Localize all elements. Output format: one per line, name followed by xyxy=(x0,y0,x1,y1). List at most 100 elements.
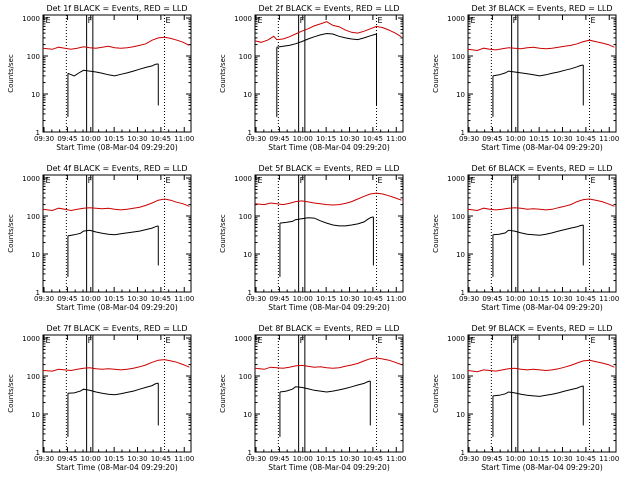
events-series-line xyxy=(492,385,584,397)
plot-frame xyxy=(254,14,404,133)
panel-9f: Det 9f BLACK = Events, RED = LLD 1 10 100 10… xyxy=(432,324,619,472)
y-tick-label: 1 xyxy=(461,289,465,297)
x-tick-label: 10:15 xyxy=(316,135,336,143)
x-tick-label: 10:30 xyxy=(552,295,572,303)
x-tick-label: 10:45 xyxy=(151,455,171,463)
x-tick-label: 10:30 xyxy=(339,295,359,303)
panel-title: Det 6f BLACK = Events, RED = LLD xyxy=(471,164,612,173)
y-axis-label: Counts/sec xyxy=(219,374,227,413)
x-tick-label: 10:00 xyxy=(293,135,313,143)
y-tick-label: 1000 xyxy=(234,15,252,23)
y-tick-label: 1 xyxy=(461,449,465,457)
panel-title: Det 1f BLACK = Events, RED = LLD xyxy=(46,4,187,13)
panel-7f: Det 7f BLACK = Events, RED = LLD 1 10 100 10… xyxy=(7,324,194,472)
x-axis-label: Start Time (08-Mar-04 09:29:20) xyxy=(481,303,603,312)
interval-marker-label: F xyxy=(88,336,93,345)
events-series-line xyxy=(67,382,159,396)
x-tick-label: 09:30 xyxy=(246,455,266,463)
x-tick-label: 10:15 xyxy=(529,295,549,303)
x-tick-label: 10:30 xyxy=(127,135,147,143)
y-tick-label: 10 xyxy=(243,91,252,99)
x-axis-label: Start Time (08-Mar-04 09:29:20) xyxy=(268,463,390,472)
y-tick-label: 100 xyxy=(239,53,252,61)
x-tick-label: 10:30 xyxy=(339,455,359,463)
x-tick-label: 10:30 xyxy=(127,455,147,463)
lld-series-line xyxy=(42,359,190,372)
y-tick-label: 100 xyxy=(27,373,40,381)
interval-marker-label: E xyxy=(471,336,476,345)
y-tick-label: 100 xyxy=(452,53,465,61)
x-tick-label: 11:00 xyxy=(386,135,406,143)
x-tick-label: 09:45 xyxy=(482,295,502,303)
x-tick-label: 10:45 xyxy=(363,135,383,143)
interval-marker-label: E xyxy=(46,336,51,345)
x-tick-label: 09:45 xyxy=(482,455,502,463)
x-tick-label: 09:30 xyxy=(459,295,479,303)
x-tick-label: 10:15 xyxy=(316,455,336,463)
interval-marker-label: E xyxy=(591,336,596,345)
x-tick-label: 10:15 xyxy=(316,295,336,303)
x-tick-label: 09:30 xyxy=(34,295,54,303)
interval-marker-label: F xyxy=(300,176,305,185)
panel-title: Det 5f BLACK = Events, RED = LLD xyxy=(258,164,399,173)
interval-marker-label: E xyxy=(166,336,171,345)
panel-title: Det 2f BLACK = Events, RED = LLD xyxy=(258,4,399,13)
x-tick-label: 11:00 xyxy=(599,455,619,463)
interval-marker-label: F xyxy=(88,16,93,25)
y-tick-label: 10 xyxy=(243,411,252,419)
y-tick-label: 10 xyxy=(456,91,465,99)
x-axis-label: Start Time (08-Mar-04 09:29:20) xyxy=(481,143,603,152)
y-tick-label: 100 xyxy=(27,213,40,221)
interval-marker-label: E xyxy=(258,176,263,185)
interval-marker-label: E xyxy=(471,16,476,25)
events-series-line xyxy=(279,380,371,393)
x-tick-label: 10:15 xyxy=(104,295,124,303)
y-axis-label: Counts/sec xyxy=(7,374,15,413)
interval-marker-label: E xyxy=(378,16,383,25)
x-tick-label: 10:30 xyxy=(552,135,572,143)
x-tick-label: 09:30 xyxy=(34,135,54,143)
x-tick-label: 10:45 xyxy=(363,295,383,303)
interval-marker-label: F xyxy=(300,336,305,345)
x-axis-label: Start Time (08-Mar-04 09:29:20) xyxy=(56,303,178,312)
y-tick-label: 10 xyxy=(31,251,40,259)
plot-frame xyxy=(42,334,192,453)
y-tick-label: 1 xyxy=(248,129,252,137)
x-tick-label: 09:45 xyxy=(482,135,502,143)
x-tick-label: 11:00 xyxy=(174,135,194,143)
interval-marker-label: E xyxy=(471,176,476,185)
lld-series-line xyxy=(254,21,402,43)
y-tick-label: 100 xyxy=(239,373,252,381)
x-tick-label: 09:30 xyxy=(459,455,479,463)
x-tick-label: 10:00 xyxy=(293,455,313,463)
interval-marker-label: F xyxy=(513,336,518,345)
y-axis-label: Counts/sec xyxy=(432,214,440,253)
events-series-line xyxy=(492,224,584,236)
events-series-line xyxy=(67,225,159,237)
y-axis-label: Counts/sec xyxy=(7,54,15,93)
lld-series-line xyxy=(42,198,190,212)
y-tick-label: 1 xyxy=(248,449,252,457)
plot-frame xyxy=(254,174,404,293)
plot-frame xyxy=(42,14,192,133)
x-tick-label: 10:00 xyxy=(81,295,101,303)
panel-title: Det 8f BLACK = Events, RED = LLD xyxy=(258,324,399,333)
panel-title: Det 9f BLACK = Events, RED = LLD xyxy=(471,324,612,333)
x-tick-label: 11:00 xyxy=(174,455,194,463)
x-tick-label: 10:15 xyxy=(529,135,549,143)
plot-frame xyxy=(254,334,404,453)
interval-marker-label: F xyxy=(88,176,93,185)
y-tick-label: 1000 xyxy=(22,335,40,343)
x-tick-label: 09:30 xyxy=(34,455,54,463)
y-tick-label: 1 xyxy=(461,129,465,137)
interval-marker-label: E xyxy=(591,16,596,25)
y-tick-label: 10 xyxy=(456,251,465,259)
plot-frame xyxy=(467,174,617,293)
interval-marker-label: E xyxy=(166,16,171,25)
plot-frame xyxy=(467,14,617,133)
panel-title: Det 4f BLACK = Events, RED = LLD xyxy=(46,164,187,173)
y-tick-label: 1000 xyxy=(234,335,252,343)
plot-frame xyxy=(467,334,617,453)
